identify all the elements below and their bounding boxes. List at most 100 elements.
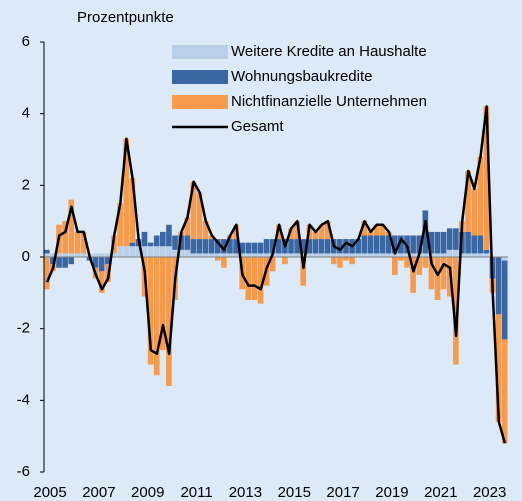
bar-segment xyxy=(56,253,62,257)
bar-segment xyxy=(62,257,68,268)
bar-segment xyxy=(282,253,288,257)
bar-segment xyxy=(453,228,459,250)
bar-segment xyxy=(269,239,276,254)
bar-segment xyxy=(398,253,404,257)
bar-segment xyxy=(141,246,148,257)
bar-segment xyxy=(288,228,294,240)
bar-segment xyxy=(44,257,50,290)
bar-segment xyxy=(416,235,423,254)
bar-segment xyxy=(135,246,142,257)
bar-segment xyxy=(62,221,68,254)
bar-segment xyxy=(343,253,349,257)
bar-segment xyxy=(166,246,172,257)
bar-segment xyxy=(184,235,191,250)
bar-segment xyxy=(312,253,319,257)
bar-segment xyxy=(392,257,398,275)
bar-segment xyxy=(367,235,374,254)
bar-segment xyxy=(269,257,276,272)
bar-segment xyxy=(392,253,398,257)
bar-segment xyxy=(501,339,508,444)
bar-segment xyxy=(343,239,349,254)
legend-label: Nichtfinanzielle Unternehmen xyxy=(231,93,427,110)
bar-segment xyxy=(178,249,184,257)
bar-segment xyxy=(294,221,300,240)
bar-segment xyxy=(410,235,416,254)
bar-segment xyxy=(276,239,282,254)
bar-segment xyxy=(196,192,203,240)
bar-segment xyxy=(379,224,386,236)
bar-segment xyxy=(190,253,197,257)
bar-segment xyxy=(385,235,392,254)
bar-segment xyxy=(68,199,75,254)
bar-segment xyxy=(105,257,111,265)
legend-swatch xyxy=(172,95,228,109)
bar-segment xyxy=(288,239,294,254)
y-tick-label: -6 xyxy=(17,463,30,480)
bar-segment xyxy=(385,253,392,257)
bar-segment xyxy=(361,235,368,254)
bar-segment xyxy=(330,257,337,265)
bar-segment xyxy=(398,257,404,261)
bar-segment xyxy=(367,231,374,236)
legend-label: Gesamt xyxy=(231,118,284,135)
bar-segment xyxy=(239,242,245,254)
bar-segment xyxy=(453,249,459,257)
bar-segment xyxy=(160,246,166,257)
bar-segment xyxy=(337,239,343,254)
bar-segment xyxy=(471,253,477,257)
bar-segment xyxy=(483,253,490,257)
legend-label: Wohnungsbaukredite xyxy=(231,68,373,85)
bar-segment xyxy=(153,235,160,247)
bar-segment xyxy=(422,253,429,257)
x-tick-label: 2021 xyxy=(424,484,457,501)
bar-segment xyxy=(471,235,477,254)
bar-segment xyxy=(160,257,166,351)
bar-segment xyxy=(98,271,105,293)
x-tick-label: 2007 xyxy=(82,484,115,501)
bar-segment xyxy=(245,253,252,257)
bar-segment xyxy=(251,242,258,254)
bar-segment xyxy=(318,239,325,254)
bar-segment xyxy=(349,253,355,257)
bar-segment xyxy=(428,257,435,290)
bar-segment xyxy=(465,253,471,257)
bar-segment xyxy=(312,239,319,254)
bar-segment xyxy=(190,239,197,254)
bar-segment xyxy=(337,253,343,257)
bar-segment xyxy=(147,242,154,247)
bar-segment xyxy=(117,246,123,257)
bar-segment xyxy=(80,231,87,254)
bar-segment xyxy=(471,188,477,236)
bar-segment xyxy=(404,257,410,268)
bar-segment xyxy=(373,253,380,257)
bar-segment xyxy=(410,257,416,293)
bar-segment xyxy=(172,235,178,250)
bar-segment xyxy=(92,253,99,257)
bar-segment xyxy=(404,253,410,257)
bar-segment xyxy=(123,246,129,257)
bar-segment xyxy=(202,221,209,240)
bar-segment xyxy=(233,239,239,254)
bar-segment xyxy=(56,257,62,268)
bar-segment xyxy=(68,253,75,257)
bar-segment xyxy=(306,239,313,254)
bar-segment xyxy=(440,257,447,290)
bar-segment xyxy=(330,253,337,257)
bar-segment xyxy=(111,253,117,257)
bar-segment xyxy=(300,253,307,257)
y-tick-label: -4 xyxy=(17,391,30,408)
bar-segment xyxy=(501,260,508,340)
bar-segment xyxy=(68,257,75,265)
total-line xyxy=(45,105,507,444)
bar-segment xyxy=(166,224,172,247)
y-axis-label: Prozentpunkte xyxy=(77,9,174,26)
bar-segment xyxy=(440,231,447,254)
bar-segment xyxy=(465,171,471,232)
bar-segment xyxy=(379,253,386,257)
bar-segment xyxy=(208,253,215,257)
bar-segment xyxy=(483,106,490,250)
x-tick-label: 2019 xyxy=(375,484,408,501)
bar-segment xyxy=(221,257,227,268)
bar-segment xyxy=(257,257,264,304)
bar-segment xyxy=(361,253,368,257)
